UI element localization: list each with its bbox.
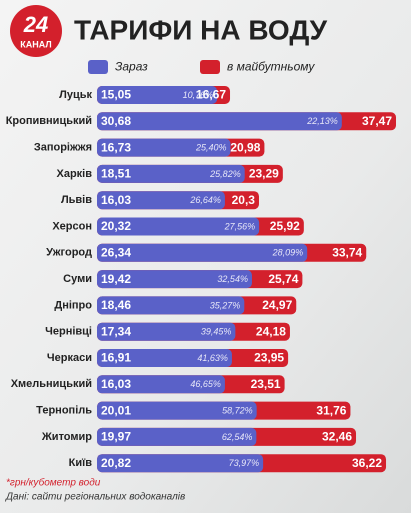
category-label: Дніпро [54,299,92,311]
change-label: 32,54% [217,274,248,284]
value-label: 20,01 [101,403,131,417]
change-label: 10,76% [183,90,214,100]
change-label: 35,27% [210,300,241,310]
bar-current [97,191,225,210]
value-label: 31,76 [316,403,346,417]
change-label: 46,65% [190,379,221,389]
bar-current [97,401,257,420]
category-label: Ужгород [46,247,92,259]
bar-current [97,296,245,315]
change-label: 39,45% [201,327,232,337]
legend-label: в майбутньому [227,60,315,74]
chart-title: ТАРИФИ НА ВОДУ [74,14,328,45]
category-label: Тернопіль [36,405,92,417]
category-label: Львів [61,194,92,206]
value-label: 16,73 [101,140,131,154]
change-label: 73,97% [229,458,260,468]
value-label: 20,82 [101,456,131,470]
value-label: 37,47 [362,114,392,128]
value-label: 24,18 [256,324,286,338]
bar-current [97,427,257,446]
category-label: Київ [69,457,93,469]
value-label: 20,32 [101,219,131,233]
bar-current [97,217,260,236]
value-label: 24,97 [262,298,292,312]
bar-current [97,270,252,289]
category-label: Херсон [52,220,92,232]
bar-current [97,112,342,131]
value-label: 23,51 [251,377,281,391]
bar-current [97,375,225,394]
value-label: 16,91 [101,351,131,365]
value-label: 30,68 [101,114,131,128]
category-label: Суми [63,273,92,285]
value-label: 20,98 [230,140,260,154]
value-label: 33,74 [332,245,362,259]
category-label: Черкаси [47,352,92,364]
logo-number: 24 [23,12,48,37]
value-label: 19,42 [101,272,131,286]
note: Дані: сайти регіональних водоканалів [5,492,185,503]
value-label: 17,34 [101,324,131,338]
change-label: 25,82% [209,169,241,179]
value-label: 23,95 [254,351,284,365]
value-label: 25,74 [268,272,298,286]
value-label: 26,34 [101,245,131,259]
value-label: 15,05 [101,88,131,102]
legend-swatch [88,60,108,74]
category-label: Запоріжжя [34,142,92,154]
category-label: Хмельницький [11,378,92,390]
value-label: 18,46 [101,298,131,312]
category-label: Кропивницький [6,115,92,127]
legend-swatch [200,60,220,74]
bar-current [97,138,231,157]
change-label: 25,40% [195,142,227,152]
value-label: 18,51 [101,167,131,181]
change-label: 28,09% [272,248,304,258]
change-label: 22,13% [306,116,338,126]
bar-current [97,86,218,104]
legend-label: Зараз [115,60,148,74]
change-label: 41,63% [197,353,228,363]
value-label: 16,67 [196,88,226,102]
change-label: 58,72% [222,405,253,415]
value-label: 32,46 [322,430,352,444]
value-label: 16,03 [101,377,131,391]
change-label: 26,64% [189,195,221,205]
bar-current [97,322,236,341]
category-label: Житомир [41,431,92,443]
category-label: Чернівці [45,326,92,338]
note: *грн/кубометр води [6,477,101,489]
logo-text: КАНАЛ [20,39,51,49]
bar-current [97,164,245,183]
value-label: 36,22 [352,456,382,470]
value-label: 16,03 [101,193,131,207]
logo-circle [10,5,62,57]
value-label: 23,29 [249,167,279,181]
value-label: 25,92 [270,219,300,233]
category-label: Харків [57,168,93,180]
value-label: 20,3 [232,193,256,207]
change-label: 27,56% [224,221,256,231]
value-label: 19,97 [101,430,131,444]
bar-current [97,349,232,367]
bar-current [97,243,308,262]
bar-current [97,454,264,473]
change-label: 62,54% [222,432,253,442]
category-label: Луцьк [59,89,92,101]
